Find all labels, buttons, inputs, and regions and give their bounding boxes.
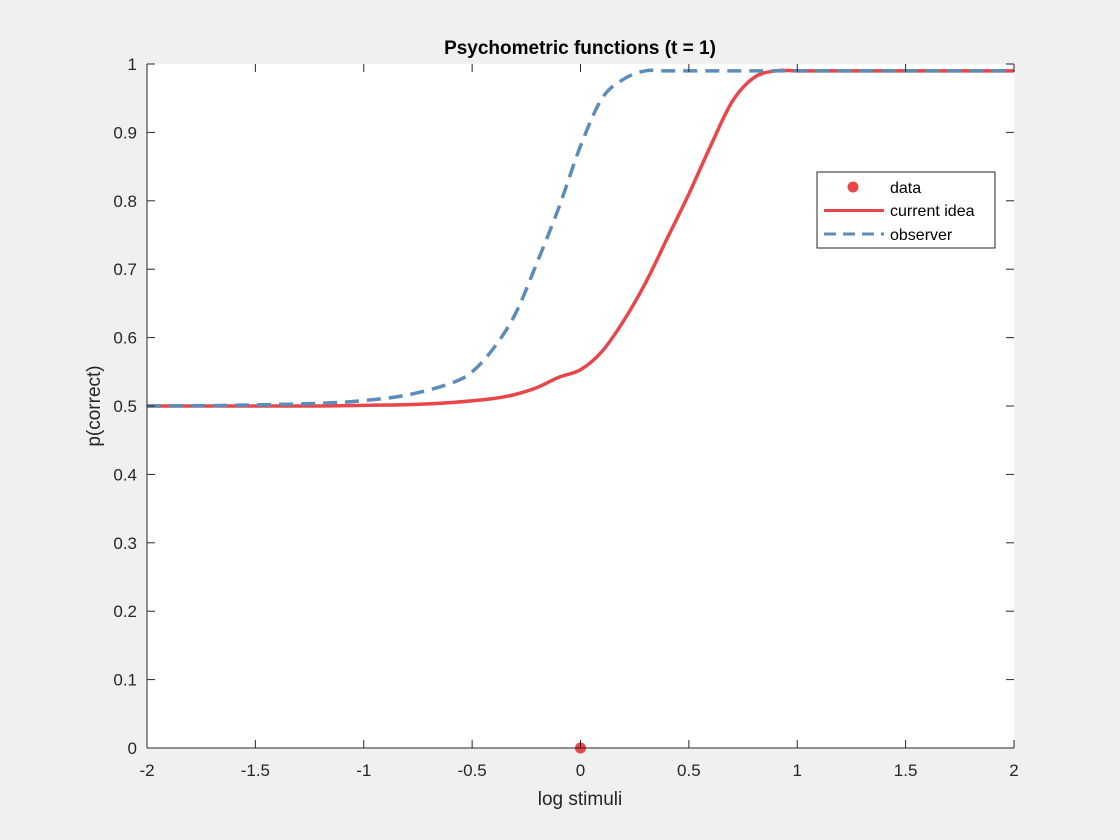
- y-tick-label: 0.7: [113, 260, 137, 279]
- y-tick-label: 0.5: [113, 397, 137, 416]
- y-tick-label: 0.1: [113, 671, 137, 690]
- x-tick-label: -2: [139, 761, 154, 780]
- y-axis-label: p(correct): [84, 365, 105, 446]
- x-tick-label: -1.5: [241, 761, 270, 780]
- legend-data-marker: [847, 181, 859, 193]
- y-tick-label: 0.8: [113, 192, 137, 211]
- x-tick-label: 0: [576, 761, 585, 780]
- x-tick-label: -0.5: [457, 761, 486, 780]
- y-tick-label: 0.3: [113, 534, 137, 553]
- chart-title: Psychometric functions (t = 1): [444, 38, 716, 59]
- y-ticks: 0 0.1 0.2 0.3 0.4 0.5 0.6 0.7 0.8 0.9 1: [113, 55, 1014, 758]
- y-tick-label: 0.2: [113, 602, 137, 621]
- x-tick-label: 2: [1009, 761, 1018, 780]
- legend-current-idea-label: current idea: [890, 203, 975, 220]
- x-tick-label: 0.5: [677, 761, 701, 780]
- x-ticks: -2 -1.5 -1 -0.5 0 0.5 1 1.5 2: [139, 64, 1019, 780]
- y-tick-label: 1: [128, 55, 137, 74]
- y-tick-label: 0.9: [113, 123, 137, 142]
- y-tick-label: 0: [128, 739, 137, 758]
- legend-data-label: data: [890, 180, 921, 197]
- legend: data current idea observer: [816, 171, 996, 249]
- x-tick-label: 1: [793, 761, 802, 780]
- y-tick-label: 0.4: [113, 465, 137, 484]
- legend-observer-label: observer: [890, 227, 953, 244]
- x-axis-label: log stimuli: [538, 789, 622, 810]
- x-tick-label: 1.5: [894, 761, 918, 780]
- observer-line: [146, 68, 1014, 408]
- x-tick-label: -1: [356, 761, 371, 780]
- y-tick-label: 0.6: [113, 329, 137, 348]
